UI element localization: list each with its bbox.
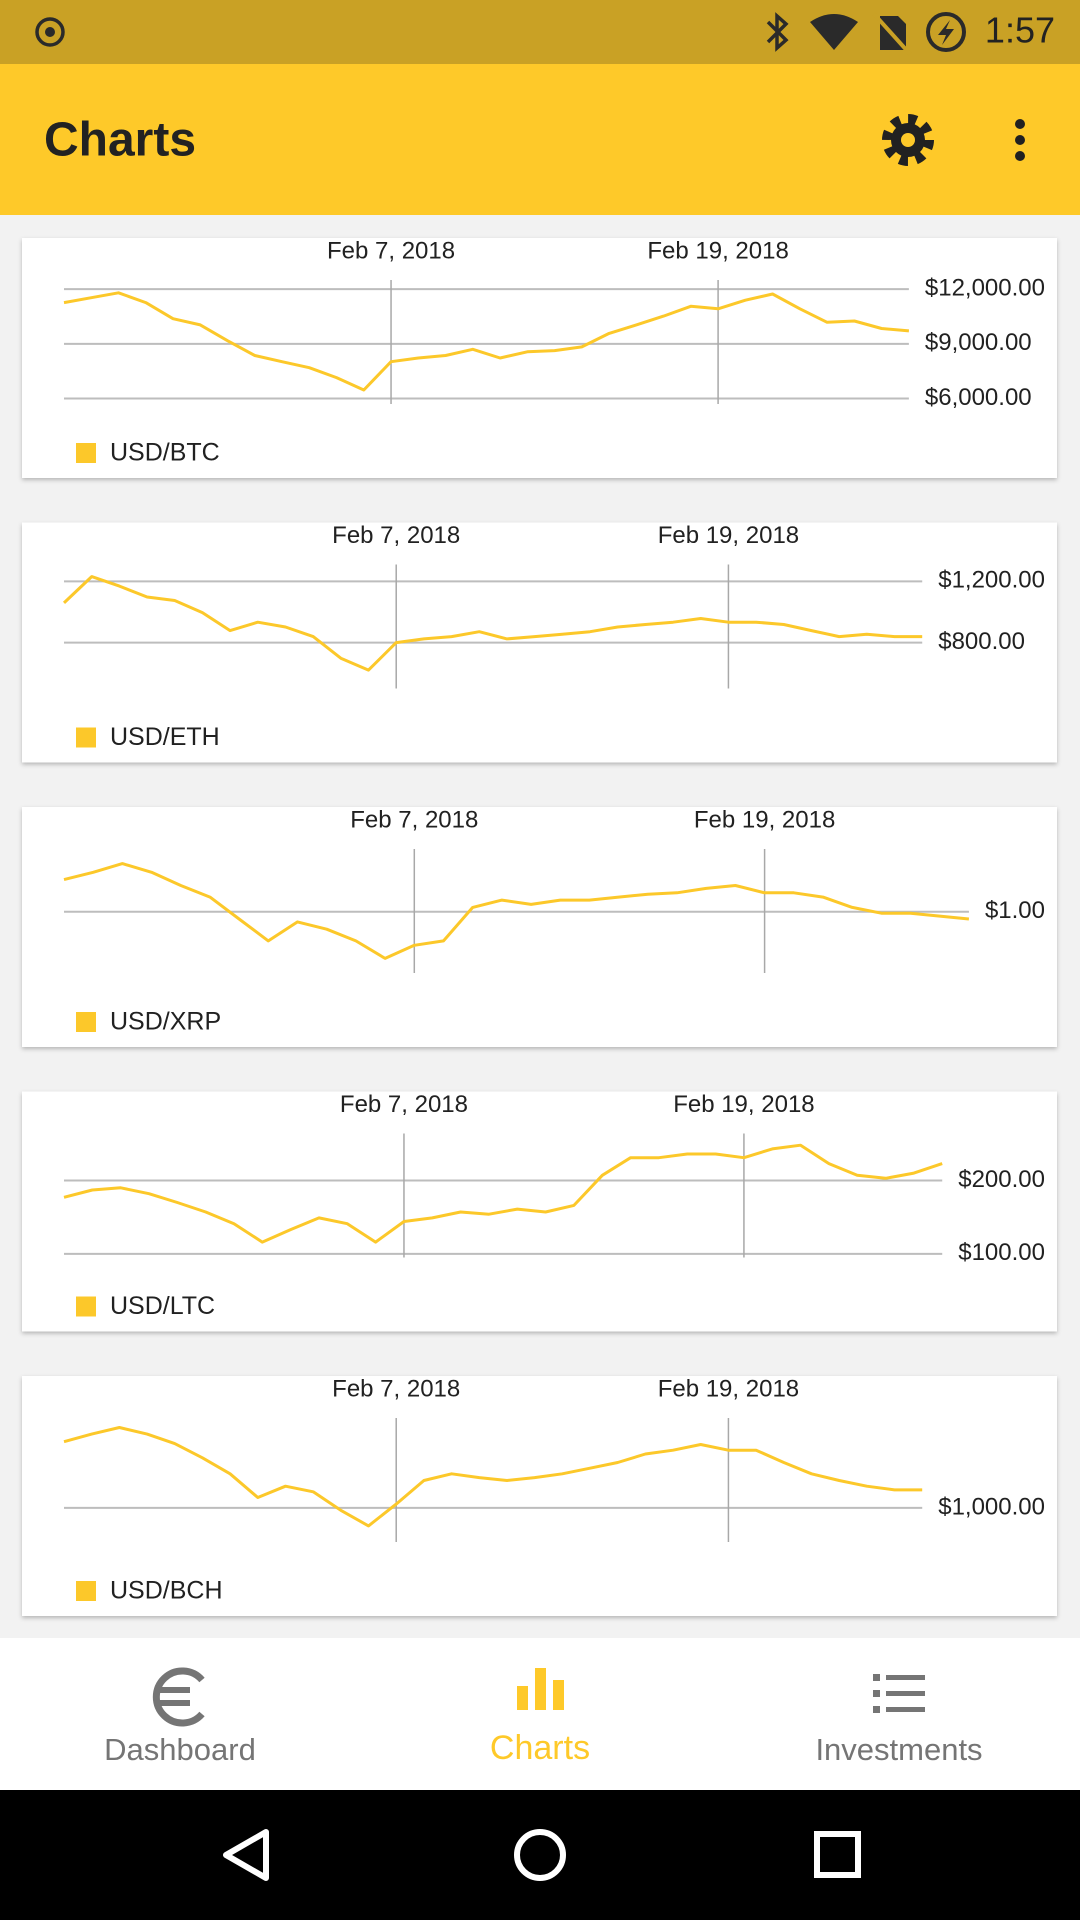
legend-swatch — [76, 1012, 96, 1032]
investments-tab[interactable]: Investments — [815, 1674, 983, 1767]
x-tick-label: Feb 19, 2018 — [658, 522, 799, 549]
legend-swatch — [76, 727, 96, 748]
legend-swatch — [76, 1581, 96, 1601]
home-button[interactable] — [514, 1829, 566, 1881]
chart-card: $1,000.00 Feb 7, 2018 Feb 19, 2018 USD/BCH — [22, 1375, 1057, 1616]
sim-icon — [872, 12, 912, 56]
price-line — [63, 291, 910, 392]
x-tick-label: Feb 7, 2018 — [350, 806, 478, 833]
legend-label: USD/XRP — [110, 1008, 221, 1036]
x-tick-label: Feb 7, 2018 — [332, 522, 460, 549]
chart-card: $100.00 $200.00 Feb 7, 2018 Feb 19, 2018 USD… — [22, 1091, 1057, 1332]
y-tick-label: $1,200.00 — [938, 567, 1045, 594]
y-tick-label: $100.00 — [958, 1239, 1045, 1266]
dashboard-tab[interactable]: Dashboard — [104, 1667, 256, 1767]
card — [22, 807, 1057, 1047]
legend-label: USD/LTC — [110, 1292, 215, 1320]
y-tick-label: $1,000.00 — [938, 1493, 1045, 1520]
charts-tab[interactable]: Charts — [490, 1668, 590, 1767]
settings-button[interactable] — [882, 114, 934, 166]
price-line — [62, 575, 923, 672]
recents-button[interactable] — [814, 1831, 861, 1878]
bluetooth-icon — [766, 12, 789, 52]
chart-card: $1.00 Feb 7, 2018 Feb 19, 2018 USD/XRP — [22, 806, 1057, 1047]
price-line — [63, 1426, 923, 1528]
legend-label: USD/BCH — [110, 1577, 223, 1605]
card — [22, 238, 1057, 478]
y-tick-label: $6,000.00 — [925, 384, 1032, 411]
x-tick-label: Feb 19, 2018 — [694, 806, 835, 833]
chart-card: $6,000.00 $9,000.00 $12,000.00 Feb 7, 2018 F… — [22, 237, 1057, 478]
overflow-menu[interactable] — [1015, 119, 1025, 161]
y-tick-label: $9,000.00 — [925, 329, 1032, 356]
y-tick-label: $200.00 — [958, 1166, 1045, 1193]
y-tick-label: $1.00 — [985, 897, 1045, 924]
legend-label: USD/ETH — [110, 723, 220, 751]
x-tick-label: Feb 7, 2018 — [340, 1091, 468, 1118]
system-nav — [0, 1790, 1080, 1920]
x-tick-label: Feb 19, 2018 — [673, 1091, 814, 1118]
legend-label: USD/BTC — [110, 439, 220, 467]
x-tick-label: Feb 7, 2018 — [332, 1375, 460, 1402]
status-time: 1:57 — [985, 10, 1055, 51]
app-title: Charts — [44, 114, 196, 167]
status-bar — [0, 0, 1080, 64]
battery-icon — [926, 12, 966, 52]
legend-swatch — [76, 1296, 96, 1317]
nav-label: Investments — [815, 1732, 982, 1767]
card — [22, 1376, 1057, 1616]
legend-swatch — [76, 443, 96, 463]
nav-label: Dashboard — [104, 1732, 256, 1767]
y-tick-label: $12,000.00 — [925, 274, 1045, 301]
x-tick-label: Feb 19, 2018 — [647, 237, 788, 264]
bottom-nav — [0, 1638, 1080, 1790]
back-button[interactable] — [223, 1829, 269, 1881]
status-icon — [35, 17, 65, 47]
nav-label: Charts — [490, 1729, 590, 1767]
price-line — [63, 1143, 943, 1244]
x-tick-label: Feb 19, 2018 — [658, 1375, 799, 1402]
x-tick-label: Feb 7, 2018 — [327, 237, 455, 264]
chart-card: $800.00 $1,200.00 Feb 7, 2018 Feb 19, 2018 U… — [22, 522, 1057, 763]
y-tick-label: $800.00 — [938, 628, 1025, 655]
wifi-icon — [810, 14, 858, 50]
price-line — [63, 862, 970, 960]
